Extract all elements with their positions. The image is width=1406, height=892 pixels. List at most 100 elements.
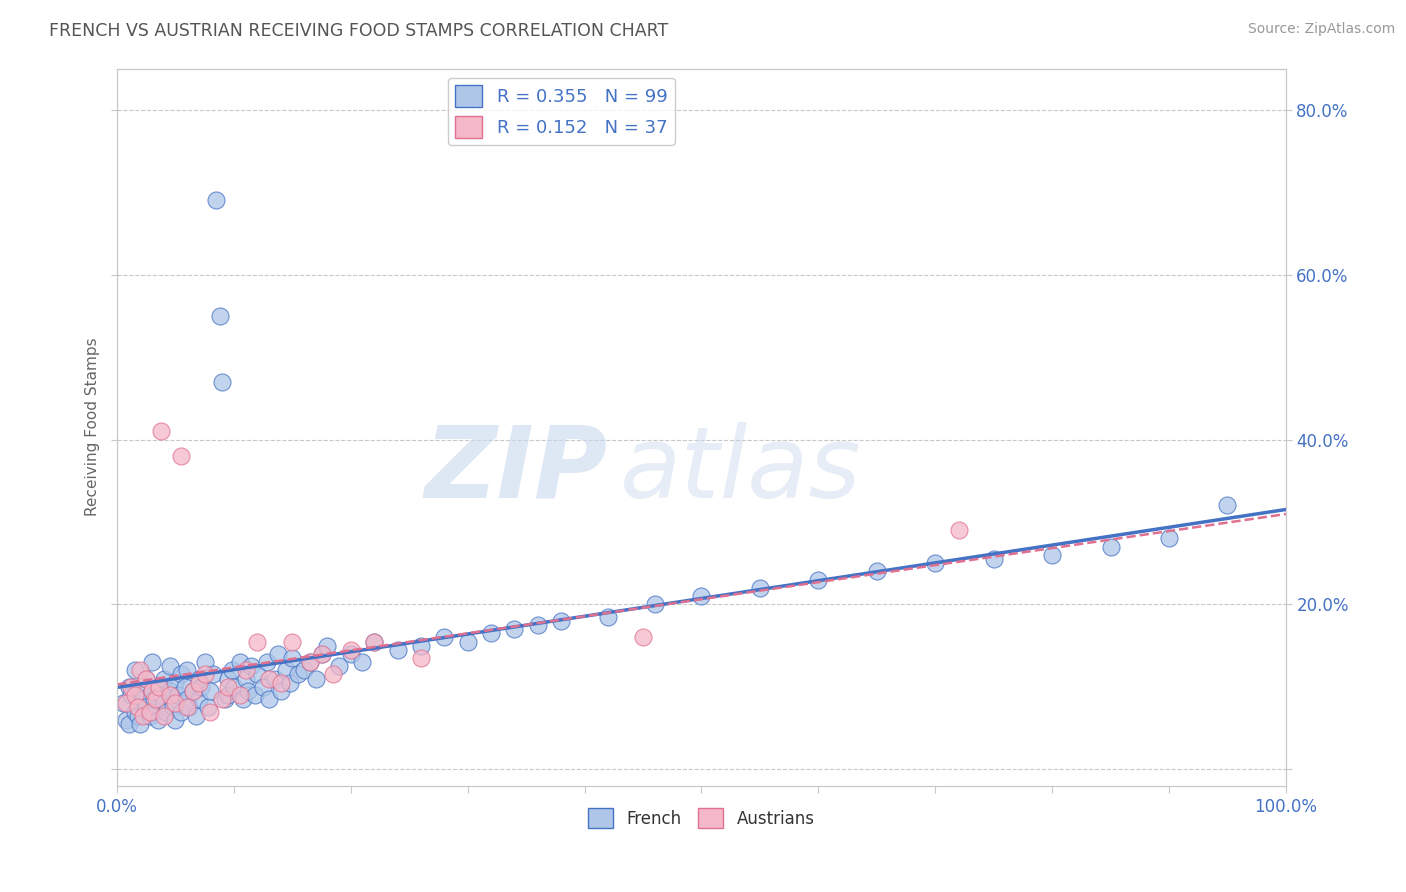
Point xyxy=(807,573,830,587)
Point xyxy=(200,684,222,698)
Point xyxy=(141,705,163,719)
Point xyxy=(211,375,233,389)
Point xyxy=(159,688,181,702)
Point xyxy=(150,424,173,438)
Point xyxy=(748,581,770,595)
Point xyxy=(236,684,259,698)
Point xyxy=(141,655,163,669)
Point xyxy=(690,589,713,603)
Point xyxy=(135,700,157,714)
Point xyxy=(145,692,167,706)
Point xyxy=(152,696,174,710)
Point xyxy=(328,659,350,673)
Point xyxy=(181,684,204,698)
Point xyxy=(200,705,222,719)
Point xyxy=(118,680,141,694)
Point xyxy=(240,659,263,673)
Point xyxy=(141,684,163,698)
Point xyxy=(235,664,257,678)
Point xyxy=(141,684,163,698)
Point xyxy=(228,655,250,669)
Point xyxy=(363,634,385,648)
Point xyxy=(131,708,153,723)
Point xyxy=(352,655,374,669)
Point xyxy=(644,598,666,612)
Point xyxy=(176,692,198,706)
Point xyxy=(194,655,217,669)
Point xyxy=(298,655,321,669)
Point xyxy=(170,705,193,719)
Point xyxy=(983,552,1005,566)
Point xyxy=(159,659,181,673)
Point xyxy=(170,449,193,463)
Point xyxy=(596,609,619,624)
Point xyxy=(217,672,239,686)
Point xyxy=(179,700,201,714)
Point xyxy=(339,642,361,657)
Point xyxy=(131,692,153,706)
Point xyxy=(228,688,250,702)
Point xyxy=(281,651,304,665)
Point xyxy=(211,692,233,706)
Point xyxy=(187,692,209,706)
Point xyxy=(948,523,970,537)
Text: ZIP: ZIP xyxy=(425,422,607,518)
Point xyxy=(322,667,344,681)
Point xyxy=(387,642,409,657)
Point xyxy=(138,705,160,719)
Point xyxy=(176,700,198,714)
Point xyxy=(246,667,269,681)
Point xyxy=(243,688,266,702)
Point xyxy=(197,700,219,714)
Point xyxy=(205,194,228,208)
Point xyxy=(457,634,479,648)
Point xyxy=(267,647,290,661)
Point xyxy=(165,713,187,727)
Point xyxy=(186,708,208,723)
Point xyxy=(503,622,526,636)
Point xyxy=(217,680,239,694)
Point xyxy=(257,692,280,706)
Point xyxy=(129,684,152,698)
Point xyxy=(129,664,152,678)
Point xyxy=(232,692,254,706)
Point xyxy=(181,684,204,698)
Point xyxy=(311,647,333,661)
Point xyxy=(276,664,298,678)
Point xyxy=(111,696,134,710)
Point xyxy=(1040,548,1063,562)
Point xyxy=(115,696,138,710)
Point xyxy=(148,680,170,694)
Point xyxy=(143,692,166,706)
Point xyxy=(526,618,548,632)
Point xyxy=(270,684,292,698)
Point xyxy=(152,708,174,723)
Point xyxy=(246,634,269,648)
Point xyxy=(124,664,146,678)
Text: Source: ZipAtlas.com: Source: ZipAtlas.com xyxy=(1247,22,1395,37)
Point xyxy=(120,688,142,702)
Point xyxy=(190,680,212,694)
Point xyxy=(924,556,946,570)
Point xyxy=(316,639,339,653)
Point xyxy=(550,614,572,628)
Point xyxy=(292,664,315,678)
Point xyxy=(298,655,321,669)
Point xyxy=(221,664,243,678)
Point xyxy=(278,675,301,690)
Legend: French, Austrians: French, Austrians xyxy=(582,801,821,835)
Point xyxy=(1157,532,1180,546)
Point xyxy=(252,680,274,694)
Point xyxy=(281,634,304,648)
Point xyxy=(208,309,231,323)
Point xyxy=(263,672,285,686)
Point xyxy=(155,705,177,719)
Point xyxy=(118,717,141,731)
Point xyxy=(201,667,224,681)
Point xyxy=(187,675,209,690)
Point xyxy=(479,626,502,640)
Point xyxy=(146,713,169,727)
Y-axis label: Receiving Food Stamps: Receiving Food Stamps xyxy=(86,338,100,516)
Point xyxy=(222,680,245,694)
Point xyxy=(127,700,149,714)
